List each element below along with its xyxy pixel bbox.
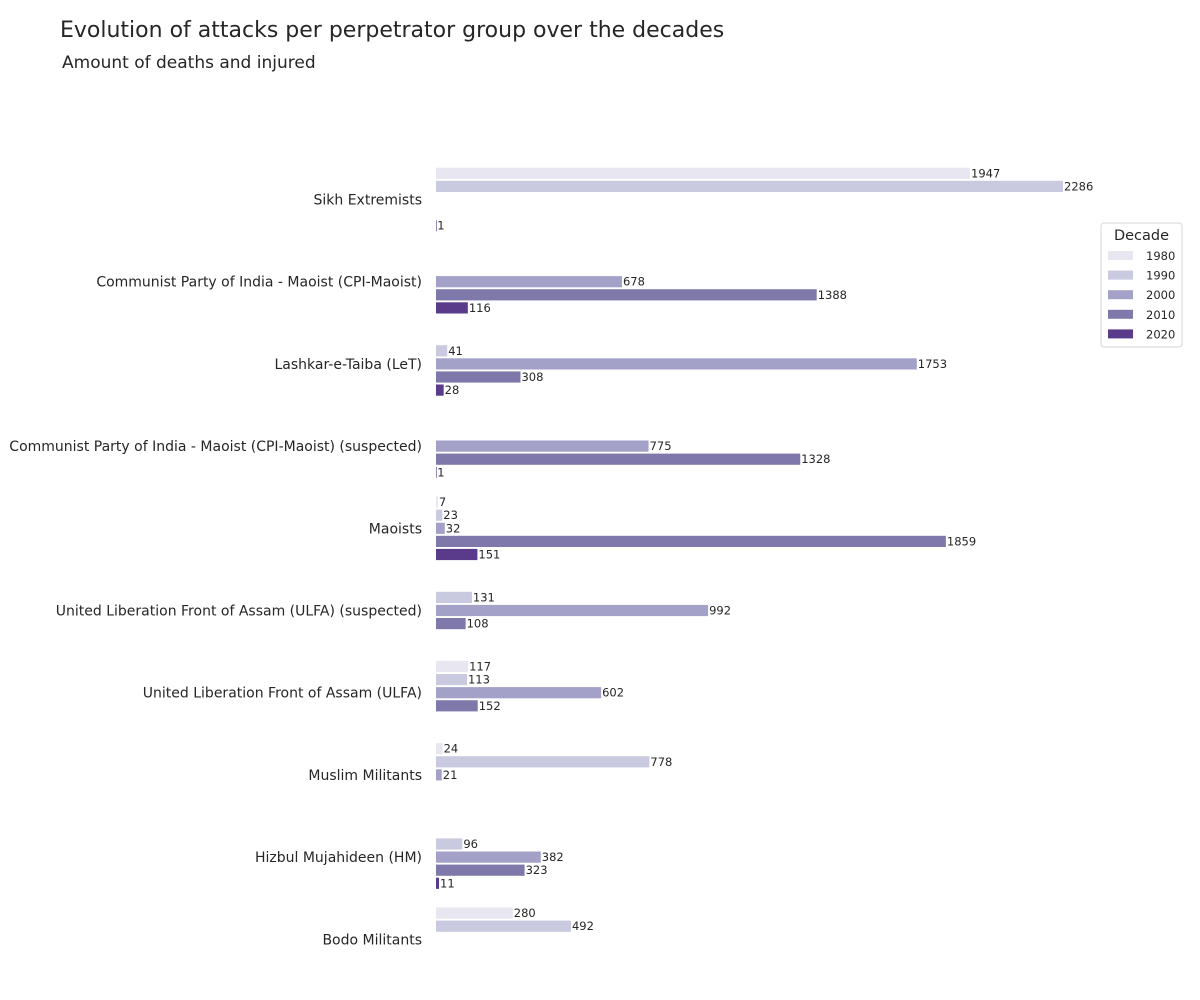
bar-2010 [436,618,466,630]
bar-1980 [436,907,513,919]
category-label: Sikh Extremists [314,193,423,209]
bar-value-label: 96 [463,837,478,851]
bar-value-label: 992 [709,604,731,618]
bar-1990 [436,838,463,850]
category-labels: Sikh Extremists Communist Party of India … [9,193,422,949]
bar-1990 [436,591,472,603]
bar-value-label: 1328 [801,452,830,466]
bar-value-label: 28 [445,383,460,397]
bar-value-label: 116 [469,301,491,315]
bar-value-label: 152 [479,699,501,713]
bar-1990 [436,180,1063,192]
bar-value-label: 131 [473,590,495,604]
bar-value-label: 24 [444,742,459,756]
legend-swatch-1990 [1108,270,1133,280]
legend-entry-2010: 2010 [1146,308,1175,322]
bar-value-label: 11 [440,876,455,890]
bar-2000 [436,604,709,617]
bar-value-label: 308 [521,370,543,384]
bar-2000 [436,851,541,863]
bar-2020 [436,548,478,561]
category-label: Lashkar-e-Taiba (LeT) [274,357,422,373]
bar-1980 [436,660,469,673]
chart-subtitle: Amount of deaths and injured [62,53,316,73]
bar-value-label: 21 [443,768,458,782]
bar-value-label: 41 [448,344,463,358]
bar-2010 [436,700,478,712]
bar-2000 [436,522,445,534]
legend-swatch-2010 [1108,309,1133,319]
category-label: Hizbul Mujahideen (HM) [255,850,422,866]
legend-swatch-2020 [1108,329,1133,339]
legend-entry-2000: 2000 [1146,288,1175,302]
category-label: Communist Party of India - Maoist (CPI-M… [9,439,422,455]
bar-value-label: 602 [602,686,624,700]
bar-value-label: 778 [650,755,672,769]
bar-1980 [436,167,971,179]
bar-value-label: 1388 [818,288,847,302]
bar-1980 [436,743,443,755]
bar-1990 [436,509,443,521]
legend-entry-1990: 1990 [1146,269,1175,283]
legend-title: Decade [1114,228,1169,244]
bar-value-label: 1 [437,219,444,233]
legend-swatch-2000 [1108,290,1133,300]
legend-swatch-1980 [1108,251,1133,260]
bar-value-label: 1753 [918,357,947,371]
bar-value-label: 23 [443,508,458,522]
bar-value-label: 2286 [1064,179,1093,193]
legend: Decade 1980 1990 2000 2010 2020 [1100,222,1183,348]
category-label: Bodo Militants [322,932,422,948]
bar-2020 [436,220,437,232]
bar-2000 [436,687,602,699]
bar-2000 [436,440,649,452]
bar-value-label: 117 [469,660,491,674]
bar-value-label: 775 [650,439,672,453]
bar-value-label: 113 [468,673,490,687]
bar-2010 [436,289,817,301]
bar-2010 [436,535,946,547]
bar-value-label: 1859 [947,534,976,548]
bar-1990 [436,345,448,357]
bars-layer: 1947228616781388116411753308287751328172… [436,166,1093,933]
bar-2000 [436,769,442,781]
bar-1990 [436,920,571,932]
bar-value-label: 382 [542,850,564,864]
bar-2010 [436,864,525,876]
bar-2000 [436,276,622,288]
category-label: Muslim Militants [308,768,422,784]
category-label: United Liberation Front of Assam (ULFA) [143,686,422,702]
bar-value-label: 108 [467,617,489,631]
bar-2010 [436,453,801,465]
bar-value-label: 32 [446,521,461,535]
bar-value-label: 678 [623,275,645,289]
bar-1990 [436,674,467,686]
bar-value-label: 323 [526,863,548,877]
bar-value-label: 492 [572,919,594,933]
bar-value-label: 151 [478,548,500,562]
category-label: United Liberation Front of Assam (ULFA) … [56,604,422,620]
bar-2010 [436,371,521,383]
bar-value-label: 280 [514,906,536,920]
bar-1980 [436,496,438,508]
legend-entry-1980: 1980 [1146,249,1175,263]
bar-value-label: 7 [439,495,446,509]
chart-title: Evolution of attacks per perpetrator gro… [60,18,724,43]
legend-entry-2020: 2020 [1146,327,1175,341]
category-label: Communist Party of India - Maoist (CPI-M… [96,275,422,291]
bar-2000 [436,358,917,370]
bar-2020 [436,302,468,314]
bar-2020 [436,877,440,889]
bar-1990 [436,756,650,768]
category-label: Maoists [369,521,422,537]
bar-2020 [436,384,444,396]
bar-value-label: 1 [437,465,444,479]
bar-value-label: 1947 [971,166,1000,180]
bar-2020 [436,466,437,478]
